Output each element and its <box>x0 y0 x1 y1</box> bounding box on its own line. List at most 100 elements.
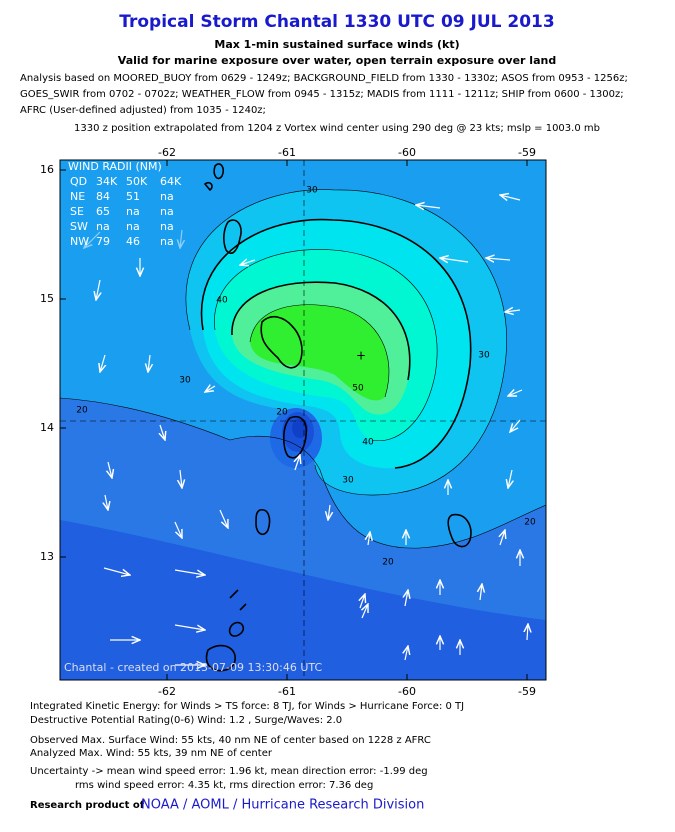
wind-arrow <box>328 504 330 520</box>
radii-cell: na <box>160 205 174 218</box>
wind-arrow <box>205 386 216 392</box>
contour-label: 40 <box>216 296 228 306</box>
wind-arrow <box>295 455 300 471</box>
lon-label: -60 <box>398 146 416 159</box>
radii-cell: na <box>126 205 140 218</box>
lon-label: -61 <box>278 685 296 698</box>
footer-line: rms wind speed error: 4.35 kt, rms direc… <box>75 780 373 791</box>
contour-label: 40 <box>362 438 374 448</box>
radii-cell: SW <box>70 220 88 233</box>
lon-label: -62 <box>158 146 176 159</box>
wind-arrow <box>510 419 521 432</box>
title: Tropical Storm Chantal 1330 UTC 09 JUL 2… <box>119 12 554 32</box>
contour-label: 20 <box>524 518 536 528</box>
wind-arrow <box>100 354 105 372</box>
wind-arrow <box>160 424 165 440</box>
radii-cell: QD <box>70 175 87 188</box>
research-label: Research product of <box>30 800 145 811</box>
wind-arrow <box>108 461 112 478</box>
contour-label: 20 <box>76 406 88 416</box>
footer-line: Destructive Potential Rating(0-6) Wind: … <box>30 715 342 726</box>
wind-arrow <box>405 590 408 607</box>
wind-arrows <box>84 195 528 665</box>
analysis-line: Analysis based on MOORED_BUOY from 0629 … <box>20 73 628 84</box>
contour-label: 30 <box>342 476 354 486</box>
contour-label: 30 <box>306 186 318 196</box>
wind-arrow <box>174 521 182 538</box>
footer-line: Analyzed Max. Wind: 55 kts, 39 nm NE of … <box>30 748 273 759</box>
wind-arrow <box>103 567 130 575</box>
radii-cell: 51 <box>126 190 140 203</box>
subtitle: Max 1-min sustained surface winds (kt) <box>214 38 459 51</box>
radii-cell: na <box>126 220 140 233</box>
wind-field: + 30 40 30 30 50 40 30 20 20 20 20 WIND RADII (NM)… <box>60 160 546 680</box>
valid-note: Valid for marine exposure over water, op… <box>118 54 556 67</box>
radii-cell: NE <box>70 190 85 203</box>
position-note: 1330 z position extrapolated from 1204 z… <box>74 123 600 134</box>
contour-label: 20 <box>382 558 394 568</box>
credit: Chantal - created on 2013-07-09 13:30:46… <box>64 661 322 674</box>
contour-label: 50 <box>352 384 364 394</box>
radii-cell: 79 <box>96 235 110 248</box>
contour-label: 20 <box>276 408 288 418</box>
wind-arrow <box>219 509 228 528</box>
wind-arrow <box>240 260 256 265</box>
radii-cell: na <box>96 220 110 233</box>
wind-arrow <box>174 624 205 630</box>
wind-arrow <box>368 532 370 546</box>
lon-label: -60 <box>398 685 416 698</box>
wind-arrow <box>360 594 365 609</box>
radii-cell: 46 <box>126 235 140 248</box>
wind-arrow <box>174 569 205 575</box>
map-frame <box>59 159 547 681</box>
lat-label: 16 <box>40 163 54 176</box>
wind-arrow <box>440 258 469 262</box>
lon-label: -59 <box>518 146 536 159</box>
contour-labels: 30 40 30 30 50 40 30 20 20 20 20 <box>76 186 536 568</box>
lon-label: -62 <box>158 685 176 698</box>
lon-label: -59 <box>518 685 536 698</box>
wind-arrow <box>508 390 523 396</box>
radii-cell: 84 <box>96 190 110 203</box>
lat-label: 13 <box>40 550 54 563</box>
wind-arrow <box>527 624 528 641</box>
radii-cell: SE <box>70 205 84 218</box>
wind-arrow <box>148 354 150 372</box>
footer-line: Uncertainty -> mean wind speed error: 1.… <box>30 766 428 777</box>
wind-arrow <box>362 604 368 619</box>
wind-arrow <box>416 205 441 208</box>
radii-cell: na <box>160 190 174 203</box>
radii-cell: 34K <box>96 175 118 188</box>
lon-label: -61 <box>278 146 296 159</box>
wind-arrow <box>480 584 482 601</box>
analysis-line: AFRC (User-defined adjusted) from 1035 -… <box>20 105 266 116</box>
wind-arrow <box>500 195 521 200</box>
radii-cell: 50K <box>126 175 148 188</box>
wind-arrow <box>508 469 512 488</box>
radii-title: WIND RADII (NM) <box>68 160 162 173</box>
radii-cell: na <box>160 235 174 248</box>
wind-arrow <box>486 258 511 260</box>
lat-label: 14 <box>40 421 54 434</box>
wind-arrow <box>105 494 108 510</box>
contour-label: 30 <box>478 351 490 361</box>
wind-radii-table: WIND RADII (NM) QD 34K 50K 64K NE 84 51 na SE 65 na… <box>68 160 182 248</box>
radii-cell: 64K <box>160 175 182 188</box>
wind-arrow <box>180 469 182 488</box>
research-org[interactable]: NOAA / AOML / Hurricane Research Divisio… <box>141 798 424 813</box>
center-marker: + <box>356 349 366 363</box>
analysis-line: GOES_SWIR from 0702 - 0702z; WEATHER_FLO… <box>20 89 624 100</box>
wind-arrow <box>500 530 505 546</box>
radii-cell: 65 <box>96 205 110 218</box>
wind-arrow <box>405 646 408 661</box>
radii-cell: na <box>160 220 174 233</box>
footer-line: Observed Max. Surface Wind: 55 kts, 40 n… <box>30 735 431 746</box>
footer-line: Integrated Kinetic Energy: for Winds > T… <box>30 701 464 712</box>
wind-arrow <box>96 279 100 300</box>
axes: -62 -62 -61 -61 -60 -60 -59 -59 16 15 14 13 <box>40 146 536 698</box>
radii-cell: NW <box>70 235 89 248</box>
contour-label: 30 <box>179 376 191 386</box>
lat-label: 15 <box>40 292 54 305</box>
wind-arrow <box>505 310 521 312</box>
